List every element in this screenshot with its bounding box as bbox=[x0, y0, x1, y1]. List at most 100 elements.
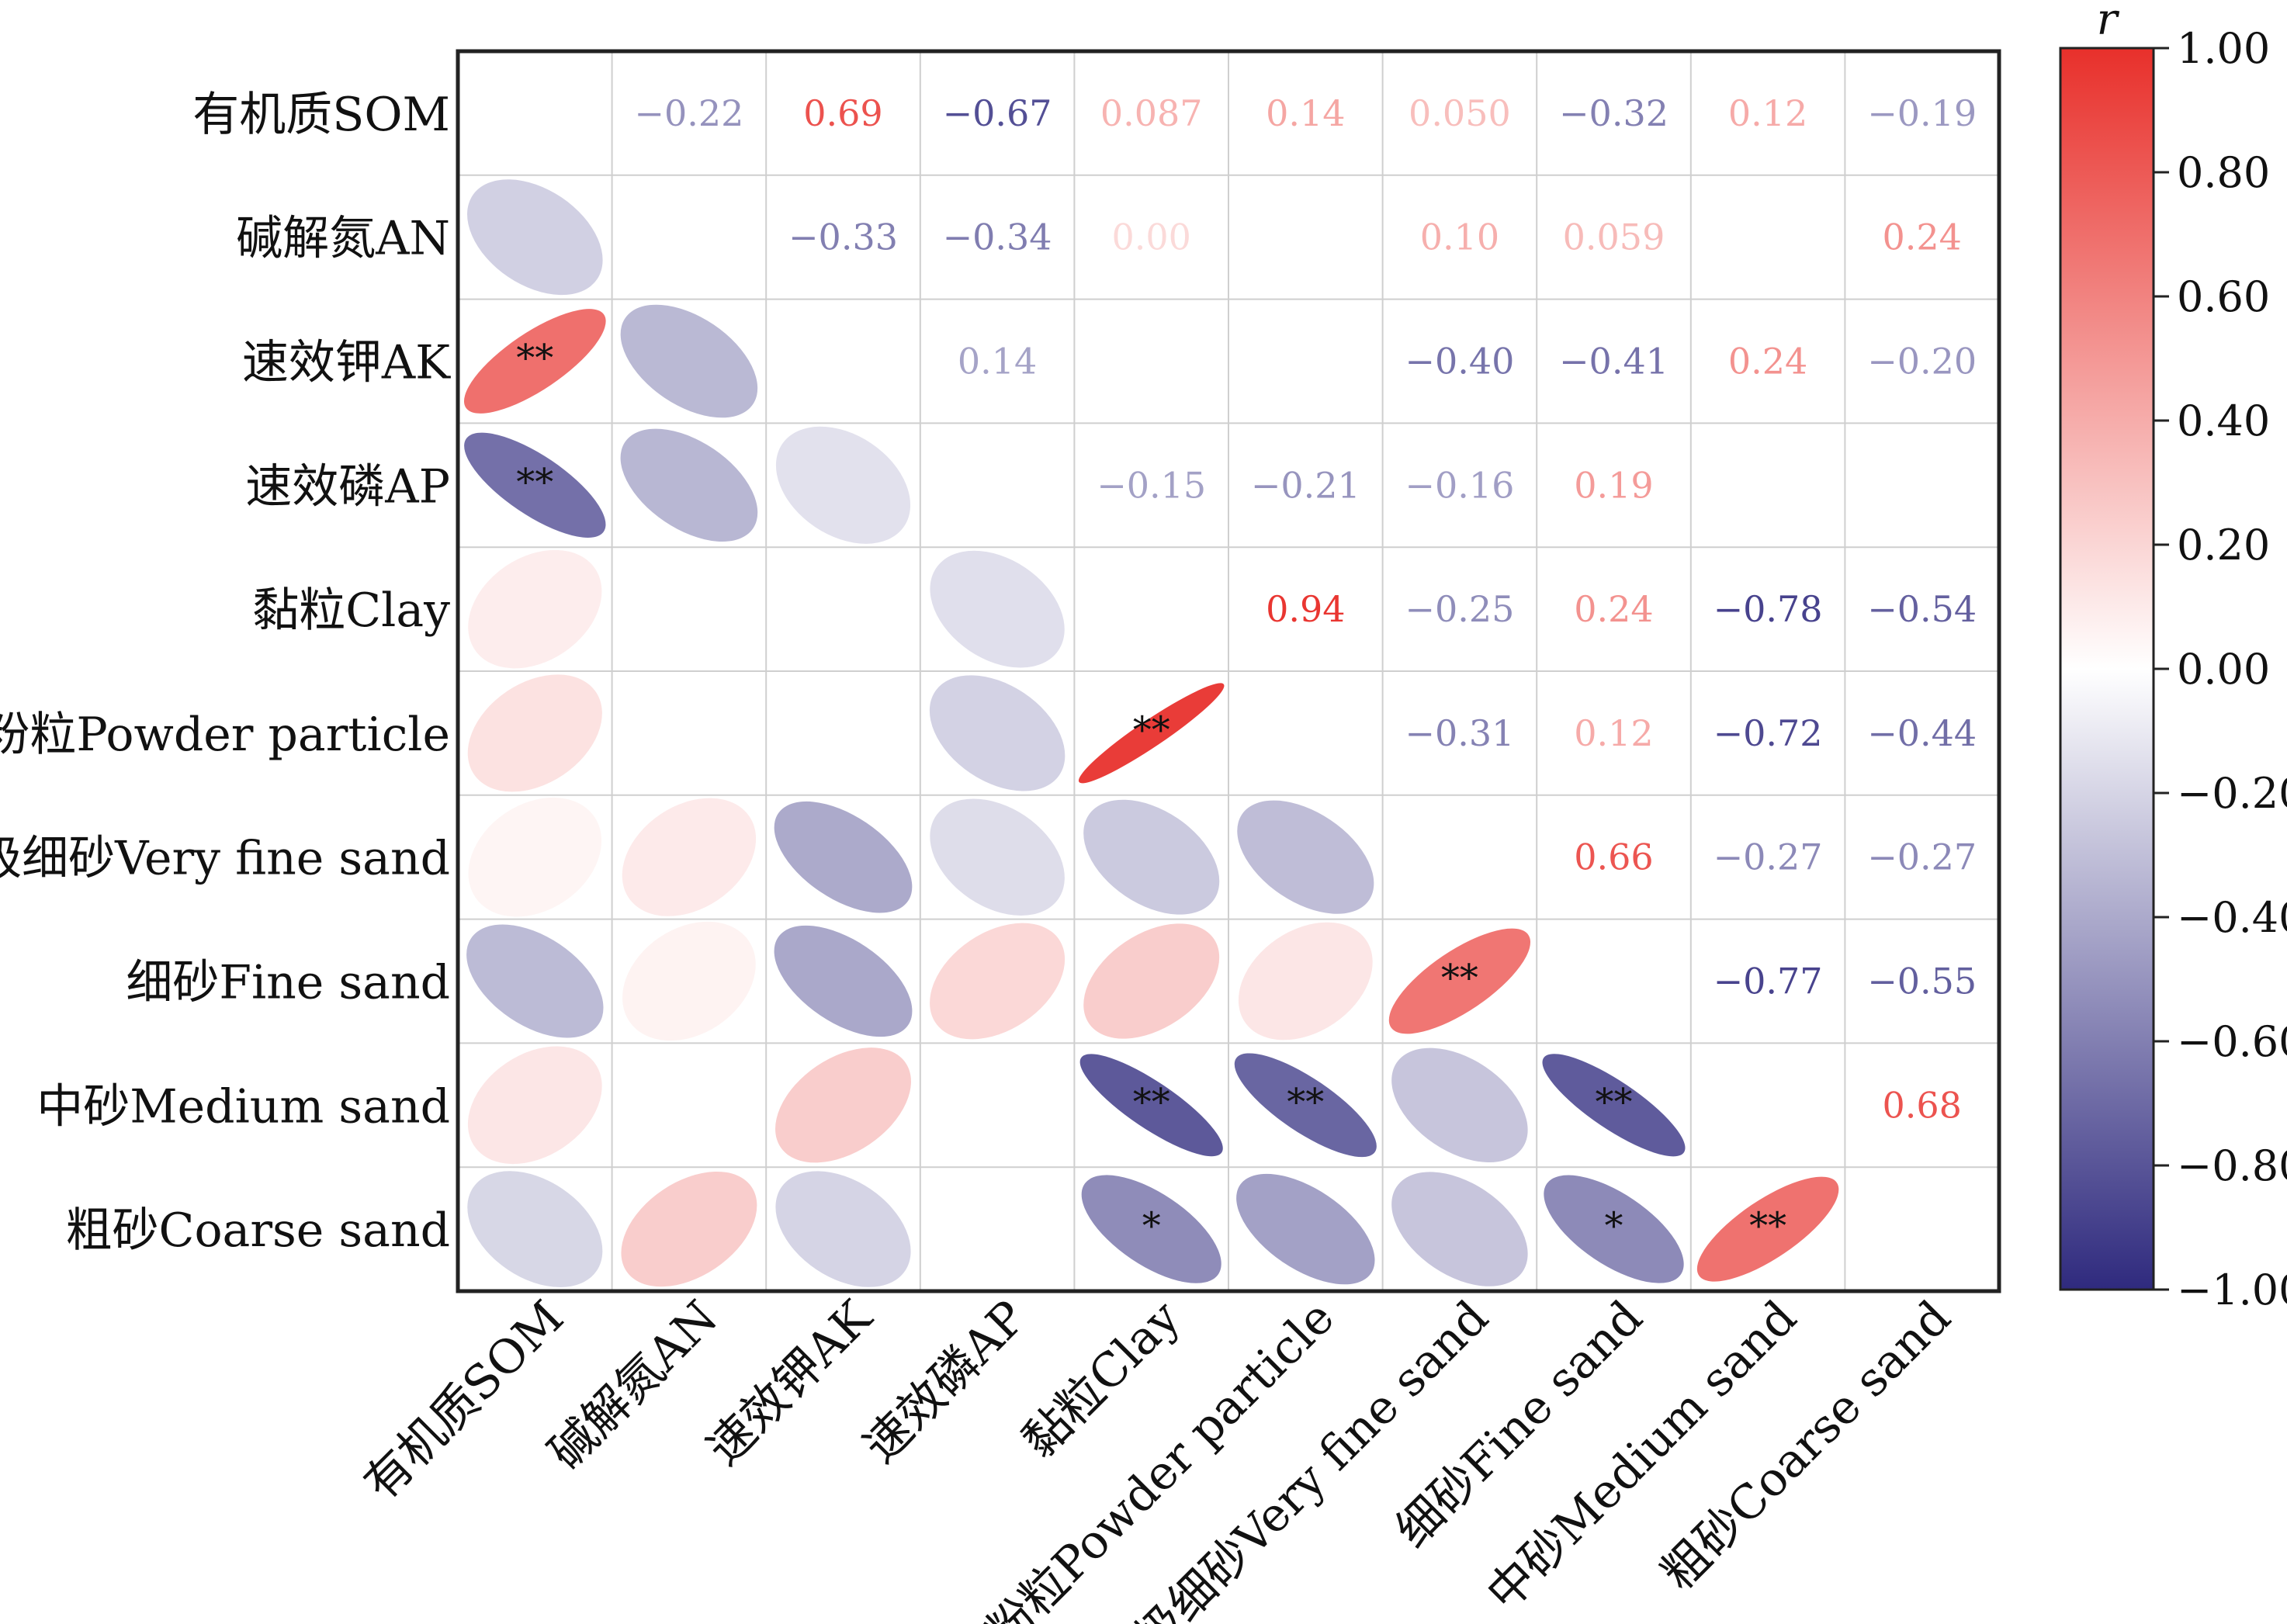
corr-ellipse bbox=[467, 1046, 602, 1165]
corr-value-label: −0.67 bbox=[943, 92, 1052, 134]
corr-value-label: 0.12 bbox=[1574, 712, 1653, 754]
row-label: 中砂Medium sand bbox=[36, 1079, 450, 1134]
corr-value-label: 0.24 bbox=[1574, 588, 1653, 630]
corr-value-label: −0.27 bbox=[1714, 836, 1823, 878]
corr-ellipse bbox=[1542, 1054, 1686, 1157]
corr-value-label: 0.087 bbox=[1100, 92, 1203, 134]
corr-ellipse bbox=[930, 798, 1065, 916]
corr-value-label: −0.44 bbox=[1867, 712, 1977, 754]
column-label: 有机质SOM bbox=[354, 1290, 574, 1511]
corr-value-label: 0.68 bbox=[1882, 1084, 1961, 1126]
corr-value-label: −0.20 bbox=[1867, 341, 1977, 383]
corr-ellipse bbox=[777, 549, 910, 670]
colorbar-ticks: 1.00 0.80 0.60 0.40 0.20 0.00 −0.20 −0.40 −0.60 −… bbox=[2154, 24, 2287, 1314]
row-label: 速效钾AK bbox=[242, 336, 451, 390]
corr-ellipse bbox=[775, 1047, 911, 1163]
corr-ellipse bbox=[777, 673, 910, 794]
corr-ellipse bbox=[622, 549, 756, 670]
colorbar-tick-label: 1.00 bbox=[2177, 24, 2270, 73]
corr-value-label: −0.78 bbox=[1714, 588, 1823, 630]
corr-value-label: −0.72 bbox=[1714, 712, 1823, 754]
corr-value-label: 0.00 bbox=[1111, 216, 1190, 258]
corr-ellipse bbox=[930, 1044, 1064, 1165]
corr-value-label: −0.40 bbox=[1405, 341, 1514, 383]
corr-ellipse bbox=[930, 550, 1065, 668]
corr-value-label: −0.41 bbox=[1559, 341, 1668, 383]
row-label: 碱解氮AN bbox=[236, 212, 450, 266]
column-label: 速效钾AK bbox=[697, 1290, 883, 1476]
corr-ellipse bbox=[464, 432, 606, 538]
corr-ellipse bbox=[1079, 1054, 1223, 1157]
corr-value-label: −0.77 bbox=[1714, 961, 1823, 1002]
corr-ellipse bbox=[1078, 683, 1225, 784]
corr-value-label: −0.55 bbox=[1867, 961, 1977, 1002]
corr-value-label: 0.10 bbox=[1420, 216, 1499, 258]
significance-mark: ** bbox=[1133, 708, 1170, 752]
corr-ellipse bbox=[1391, 1047, 1528, 1162]
corr-ellipse bbox=[775, 426, 911, 544]
colorbar-tick-label: −0.20 bbox=[2177, 769, 2287, 818]
corr-ellipse bbox=[1234, 1053, 1377, 1158]
corr-value-label: 0.24 bbox=[1728, 341, 1807, 383]
corr-value-label: −0.31 bbox=[1405, 712, 1514, 754]
colorbar-tick-label: 0.40 bbox=[2177, 396, 2270, 445]
matrix-cells: −0.22 0.69 −0.67 0.087 0.14 0.050 −0.32 0.12 −0.… bbox=[463, 92, 1977, 1290]
corr-value-label: 0.69 bbox=[803, 92, 882, 134]
colorbar-tick-label: 0.80 bbox=[2177, 148, 2270, 197]
corr-value-label: −0.16 bbox=[1405, 464, 1514, 506]
corr-ellipse bbox=[622, 1044, 756, 1165]
colorbar-title: r bbox=[2097, 0, 2120, 45]
significance-mark: ** bbox=[1287, 1080, 1324, 1124]
corr-value-label: −0.21 bbox=[1251, 464, 1360, 506]
corr-ellipse bbox=[1388, 928, 1531, 1034]
corr-value-label: 0.19 bbox=[1574, 464, 1653, 506]
corr-value-label: 0.24 bbox=[1882, 216, 1961, 258]
corr-ellipse bbox=[622, 921, 756, 1041]
significance-mark: ** bbox=[1133, 1080, 1170, 1124]
corr-value-label: −0.25 bbox=[1405, 588, 1514, 630]
corr-value-label: 0.66 bbox=[1574, 836, 1653, 878]
corr-ellipse bbox=[1083, 799, 1220, 915]
column-label: 碱解氮AN bbox=[539, 1290, 729, 1480]
corr-value-label: −0.34 bbox=[943, 216, 1052, 258]
corr-ellipse bbox=[1391, 1172, 1528, 1286]
significance-mark: ** bbox=[1749, 1204, 1786, 1248]
corr-ellipse bbox=[930, 1169, 1064, 1290]
column-label: 速效磷AP bbox=[854, 1290, 1037, 1473]
corr-value-label: 0.059 bbox=[1563, 216, 1665, 258]
colorbar-tick-label: −0.40 bbox=[2177, 893, 2287, 942]
corr-ellipse bbox=[1237, 800, 1374, 914]
corr-ellipse bbox=[467, 179, 603, 296]
colorbar: r 1.00 0.80 0.60 0.40 0.20 0.00 −0.20 −0.40 −0.6… bbox=[2059, 0, 2287, 1314]
corr-value-label: 0.050 bbox=[1409, 92, 1511, 134]
column-label: 粗砂Coarse sand bbox=[1651, 1290, 1961, 1601]
corr-value-label: 0.12 bbox=[1728, 92, 1807, 134]
corr-ellipse bbox=[1236, 1173, 1375, 1285]
row-label: 有机质SOM bbox=[192, 88, 450, 142]
significance-mark: ** bbox=[1596, 1080, 1633, 1124]
colorbar-tick-label: −0.80 bbox=[2177, 1141, 2287, 1190]
corr-ellipse bbox=[929, 675, 1066, 791]
corr-ellipse bbox=[774, 801, 913, 913]
significance-mark: * bbox=[1605, 1204, 1623, 1248]
colorbar-tick-label: 0.20 bbox=[2177, 521, 2270, 570]
colorbar-tick-label: −0.60 bbox=[2177, 1017, 2287, 1066]
corr-ellipse bbox=[621, 1171, 757, 1287]
row-label: 粗砂Coarse sand bbox=[66, 1203, 450, 1258]
corr-ellipse bbox=[1081, 1175, 1221, 1283]
corr-ellipse bbox=[468, 797, 602, 917]
row-label: 极细砂Very fine sand bbox=[0, 832, 450, 886]
colorbar-tick-label: 0.00 bbox=[2177, 645, 2270, 694]
colorbar-gradient bbox=[2059, 47, 2155, 1291]
significance-mark: * bbox=[1142, 1204, 1161, 1248]
corr-ellipse bbox=[467, 674, 602, 792]
corr-ellipse bbox=[620, 428, 758, 542]
corr-ellipse bbox=[930, 923, 1066, 1040]
row-label: 黏粒Clay bbox=[252, 583, 450, 638]
corr-ellipse bbox=[775, 1171, 911, 1287]
corr-ellipse bbox=[622, 798, 757, 916]
corr-ellipse bbox=[1238, 922, 1373, 1041]
row-labels: 有机质SOM 碱解氮AN 速效钾AK 速效磷AP 黏粒Clay 粉粒Powder part… bbox=[0, 88, 451, 1258]
corr-value-label: −0.27 bbox=[1867, 836, 1977, 878]
